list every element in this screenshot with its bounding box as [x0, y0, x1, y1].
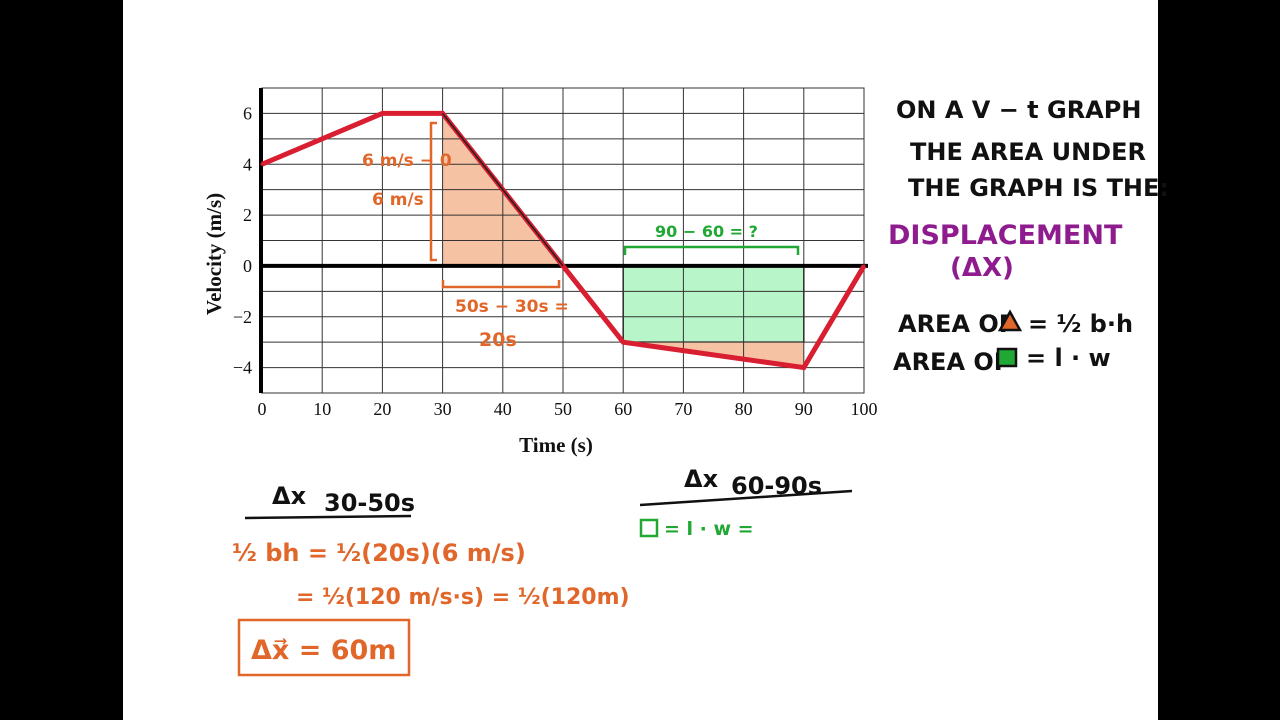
area-triangle-prefix: AREA OF	[898, 310, 1015, 338]
note-line-2: THE AREA UNDER	[910, 138, 1146, 166]
work-left-heading: Δx	[272, 482, 307, 510]
work-right-heading: Δx	[684, 465, 719, 493]
x-tick-labels: 0 10 20 30 40 50 60 70 80 90 100	[258, 399, 878, 419]
work-left-underline	[244, 514, 412, 520]
work-left-heading-sub: 30-50s	[324, 489, 415, 517]
work-left-line-1: ½ bh = ½(20s)(6 m/s)	[232, 539, 526, 567]
y-tick-4: 4	[243, 154, 252, 174]
x-axis-label: Time (s)	[519, 433, 593, 457]
note-displacement: DISPLACEMENT	[888, 220, 1123, 251]
work-right-underline	[639, 489, 853, 507]
x-tick-40: 40	[494, 399, 512, 419]
data-point-6	[862, 264, 866, 268]
data-point-5	[802, 366, 806, 370]
data-point-1	[380, 111, 384, 115]
y-tick--2: −2	[233, 307, 252, 327]
y-tick-labels: 6 4 2 0 −2 −4	[233, 103, 252, 377]
notes: ON A V − t GRAPH THE AREA UNDER THE GRAP…	[888, 96, 1169, 376]
x-tick-80: 80	[735, 399, 753, 419]
y-tick-0: 0	[243, 256, 252, 276]
y-tick-6: 6	[243, 103, 252, 123]
area-rectangle-prefix: AREA OF	[893, 348, 1010, 376]
work-left-answer: Δx⃗ = 60m	[251, 635, 396, 666]
rectangle-outline-icon	[639, 518, 659, 538]
height-bracket: 6 m/s − 0 6 m/s	[362, 121, 452, 262]
x-tick-70: 70	[674, 399, 692, 419]
y-tick-2: 2	[243, 205, 252, 225]
x-tick-90: 90	[795, 399, 813, 419]
area-triangle-formula: = ½ b·h	[1028, 310, 1133, 338]
green-bracket-annotation: 90 − 60 = ?	[655, 222, 758, 241]
note-line-1: ON A V − t GRAPH	[896, 96, 1141, 124]
work-right-line-1: = l · w =	[664, 518, 754, 540]
shaded-rectangle-1	[622, 265, 805, 343]
work-left: Δx 30-50s ½ bh = ½(20s)(6 m/s) = ½(120 m…	[232, 482, 630, 677]
answer-box	[237, 618, 411, 677]
series-lines	[260, 110, 867, 371]
height-annotation-top: 6 m/s − 0	[362, 151, 452, 171]
rectangle-icon	[996, 347, 1018, 368]
base-annotation-top: 50s − 30s =	[455, 297, 569, 317]
x-tick-20: 20	[373, 399, 391, 419]
y-axis-label: Velocity (m/s)	[202, 193, 226, 315]
green-bracket: 90 − 60 = ?	[623, 222, 800, 255]
x-tick-60: 60	[614, 399, 632, 419]
height-annotation-bottom: 6 m/s	[372, 190, 424, 210]
area-rectangle-formula: = l · w	[1026, 344, 1111, 372]
y-tick--4: −4	[233, 358, 252, 378]
triangle-hypotenuse	[442, 112, 564, 267]
base-annotation-bottom: 20s	[479, 329, 517, 351]
x-tick-0: 0	[258, 399, 267, 419]
work-left-line-2: = ½(120 m/s·s) = ½(120m)	[296, 585, 630, 610]
x-tick-100: 100	[851, 399, 878, 419]
note-delta-x: (ΔX)	[950, 253, 1014, 283]
x-tick-10: 10	[313, 399, 331, 419]
triangle-icon	[997, 309, 1023, 332]
data-point-0	[260, 162, 264, 166]
x-tick-30: 30	[434, 399, 452, 419]
data-point-4	[621, 340, 625, 344]
note-line-3: THE GRAPH IS THE:	[908, 174, 1169, 202]
work-right: Δx 60-90s = l · w =	[639, 465, 853, 540]
base-bracket: 50s − 30s = 20s	[441, 280, 569, 351]
x-tick-50: 50	[554, 399, 572, 419]
